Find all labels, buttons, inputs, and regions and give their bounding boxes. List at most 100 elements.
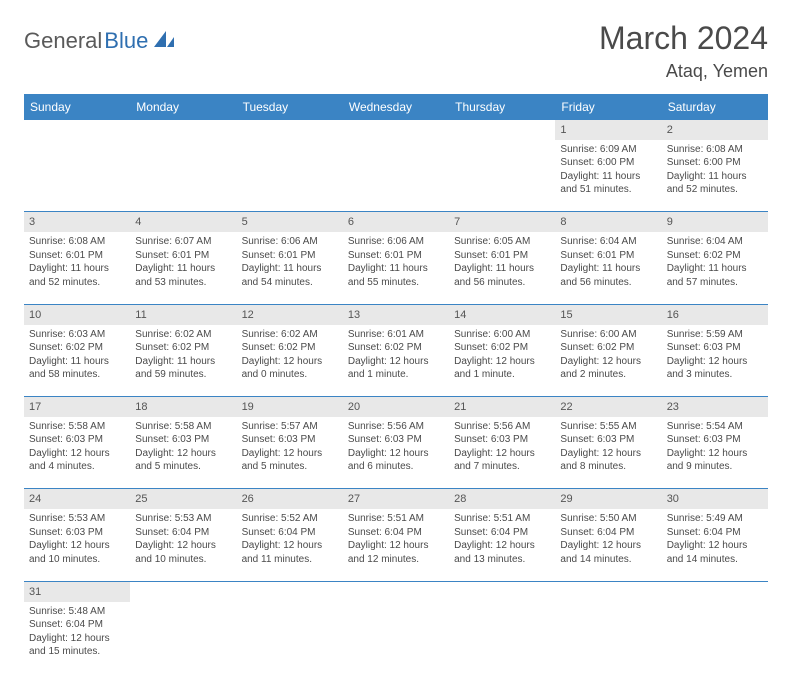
- day-cell: Sunrise: 6:06 AMSunset: 6:01 PMDaylight:…: [237, 232, 343, 304]
- sunrise-text: Sunrise: 6:04 AM: [667, 235, 763, 249]
- day-cell: Sunrise: 5:53 AMSunset: 6:04 PMDaylight:…: [130, 509, 236, 581]
- day-number: 14: [449, 304, 555, 324]
- daylight-text: Daylight: 12 hours and 5 minutes.: [242, 447, 338, 474]
- sunrise-text: Sunrise: 6:09 AM: [560, 143, 656, 157]
- day-cell: Sunrise: 6:02 AMSunset: 6:02 PMDaylight:…: [237, 325, 343, 397]
- day-number: 5: [237, 212, 343, 232]
- daylight-text: Daylight: 11 hours and 58 minutes.: [29, 355, 125, 382]
- daylight-text: Daylight: 11 hours and 52 minutes.: [667, 170, 763, 197]
- day-cell: Sunrise: 5:49 AMSunset: 6:04 PMDaylight:…: [662, 509, 768, 581]
- sunset-text: Sunset: 6:03 PM: [667, 341, 763, 355]
- day-number: 8: [555, 212, 661, 232]
- sunset-text: Sunset: 6:04 PM: [29, 618, 125, 632]
- day-number: 4: [130, 212, 236, 232]
- day-number: 10: [24, 304, 130, 324]
- day-cell: [343, 602, 449, 674]
- sunrise-text: Sunrise: 5:54 AM: [667, 420, 763, 434]
- daylight-text: Daylight: 12 hours and 8 minutes.: [560, 447, 656, 474]
- day-number: [237, 581, 343, 601]
- day-cell: Sunrise: 5:51 AMSunset: 6:04 PMDaylight:…: [449, 509, 555, 581]
- sunset-text: Sunset: 6:02 PM: [667, 249, 763, 263]
- day-cell: Sunrise: 6:08 AMSunset: 6:01 PMDaylight:…: [24, 232, 130, 304]
- sunrise-text: Sunrise: 5:58 AM: [29, 420, 125, 434]
- day-cell: Sunrise: 6:05 AMSunset: 6:01 PMDaylight:…: [449, 232, 555, 304]
- sunset-text: Sunset: 6:01 PM: [454, 249, 550, 263]
- daylight-text: Daylight: 12 hours and 0 minutes.: [242, 355, 338, 382]
- day-number: [449, 120, 555, 140]
- sunset-text: Sunset: 6:03 PM: [454, 433, 550, 447]
- daylight-text: Daylight: 12 hours and 14 minutes.: [667, 539, 763, 566]
- sunrise-text: Sunrise: 5:53 AM: [29, 512, 125, 526]
- day-cell: Sunrise: 5:58 AMSunset: 6:03 PMDaylight:…: [130, 417, 236, 489]
- sunrise-text: Sunrise: 5:49 AM: [667, 512, 763, 526]
- month-title: March 2024: [599, 20, 768, 57]
- day-cell: Sunrise: 6:06 AMSunset: 6:01 PMDaylight:…: [343, 232, 449, 304]
- day-number: [24, 120, 130, 140]
- daynum-row: 24252627282930: [24, 489, 768, 509]
- sunset-text: Sunset: 6:04 PM: [667, 526, 763, 540]
- daylight-text: Daylight: 11 hours and 59 minutes.: [135, 355, 231, 382]
- day-cell: Sunrise: 5:57 AMSunset: 6:03 PMDaylight:…: [237, 417, 343, 489]
- sunset-text: Sunset: 6:04 PM: [242, 526, 338, 540]
- day-number: 6: [343, 212, 449, 232]
- sunset-text: Sunset: 6:00 PM: [560, 156, 656, 170]
- sunrise-text: Sunrise: 6:08 AM: [29, 235, 125, 249]
- day-cell: Sunrise: 5:58 AMSunset: 6:03 PMDaylight:…: [24, 417, 130, 489]
- sunrise-text: Sunrise: 6:04 AM: [560, 235, 656, 249]
- calendar-table: SundayMondayTuesdayWednesdayThursdayFrid…: [24, 94, 768, 674]
- daylight-text: Daylight: 12 hours and 4 minutes.: [29, 447, 125, 474]
- sunset-text: Sunset: 6:02 PM: [454, 341, 550, 355]
- day-cell: Sunrise: 5:52 AMSunset: 6:04 PMDaylight:…: [237, 509, 343, 581]
- day-number: [449, 581, 555, 601]
- sunrise-text: Sunrise: 5:50 AM: [560, 512, 656, 526]
- day-cell: [449, 602, 555, 674]
- day-number: 28: [449, 489, 555, 509]
- sunrise-text: Sunrise: 6:05 AM: [454, 235, 550, 249]
- day-cell: Sunrise: 6:02 AMSunset: 6:02 PMDaylight:…: [130, 325, 236, 397]
- day-header-row: SundayMondayTuesdayWednesdayThursdayFrid…: [24, 94, 768, 120]
- daylight-text: Daylight: 12 hours and 12 minutes.: [348, 539, 444, 566]
- daylight-text: Daylight: 11 hours and 55 minutes.: [348, 262, 444, 289]
- sunrise-text: Sunrise: 5:53 AM: [135, 512, 231, 526]
- daylight-text: Daylight: 12 hours and 3 minutes.: [667, 355, 763, 382]
- daylight-text: Daylight: 11 hours and 57 minutes.: [667, 262, 763, 289]
- title-block: March 2024 Ataq, Yemen: [599, 20, 768, 82]
- daylight-text: Daylight: 12 hours and 15 minutes.: [29, 632, 125, 659]
- sunrise-text: Sunrise: 5:56 AM: [348, 420, 444, 434]
- day-cell: [662, 602, 768, 674]
- day-number: 2: [662, 120, 768, 140]
- sunrise-text: Sunrise: 5:51 AM: [454, 512, 550, 526]
- day-number: [555, 581, 661, 601]
- day-number: 9: [662, 212, 768, 232]
- sunrise-text: Sunrise: 6:00 AM: [454, 328, 550, 342]
- sail-icon: [152, 29, 176, 54]
- sunset-text: Sunset: 6:03 PM: [560, 433, 656, 447]
- sunset-text: Sunset: 6:02 PM: [348, 341, 444, 355]
- day-cell: [237, 602, 343, 674]
- sunset-text: Sunset: 6:04 PM: [348, 526, 444, 540]
- content-row: Sunrise: 6:08 AM Sunset: 6:01 PM Daylight:…: [24, 232, 768, 304]
- day-number: [130, 120, 236, 140]
- day-cell: Sunrise: 5:50 AMSunset: 6:04 PMDaylight:…: [555, 509, 661, 581]
- daynum-row: 31: [24, 581, 768, 601]
- day-number: 26: [237, 489, 343, 509]
- content-row: Sunrise: 5:48 AMSunset: 6:04 PMDaylight:…: [24, 602, 768, 674]
- day-cell: Sunrise: 6:01 AMSunset: 6:02 PMDaylight:…: [343, 325, 449, 397]
- day-cell: Sunrise: 6:00 AMSunset: 6:02 PMDaylight:…: [555, 325, 661, 397]
- sunset-text: Sunset: 6:03 PM: [348, 433, 444, 447]
- daylight-text: Daylight: 12 hours and 13 minutes.: [454, 539, 550, 566]
- day-cell: [24, 140, 130, 212]
- day-number: 27: [343, 489, 449, 509]
- day-number: 13: [343, 304, 449, 324]
- sunrise-text: Sunrise: 6:06 AM: [242, 235, 338, 249]
- sunset-text: Sunset: 6:04 PM: [135, 526, 231, 540]
- day-number: 7: [449, 212, 555, 232]
- daynum-row: 17181920212223: [24, 397, 768, 417]
- day-number: 21: [449, 397, 555, 417]
- sunset-text: Sunset: 6:01 PM: [560, 249, 656, 263]
- day-number: 19: [237, 397, 343, 417]
- day-cell: Sunrise: 5:53 AMSunset: 6:03 PMDaylight:…: [24, 509, 130, 581]
- sunrise-text: Sunrise: 5:51 AM: [348, 512, 444, 526]
- day-cell: Sunrise: 5:54 AMSunset: 6:03 PMDaylight:…: [662, 417, 768, 489]
- day-number: 12: [237, 304, 343, 324]
